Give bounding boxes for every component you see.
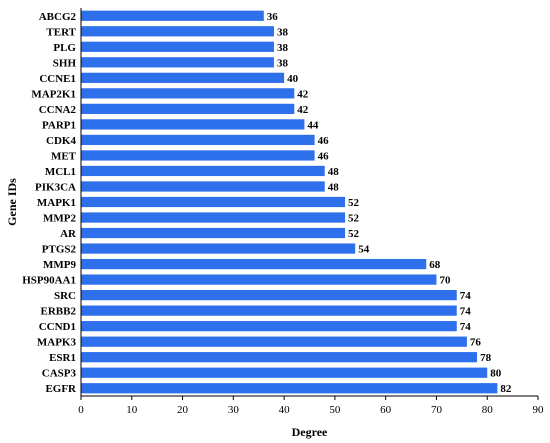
- bar-ccna2: [81, 103, 295, 115]
- value-label-mapk1: 52: [348, 197, 360, 209]
- y-axis-title: Gene IDs: [5, 178, 19, 226]
- category-label-pik3ca: PIK3CA: [35, 181, 76, 193]
- value-label-plg: 38: [277, 42, 289, 54]
- value-label-mapk3: 76: [470, 337, 482, 349]
- value-labels: 36 38 38 38 40 42 42 44 46 46 48 48 52 52 52 54 68 70 74 74…: [267, 11, 512, 395]
- value-label-abcg2: 36: [267, 11, 279, 23]
- bar-mcl1: [81, 165, 325, 177]
- category-label-mapk1: MAPK1: [37, 197, 76, 209]
- bar-mapk1: [81, 196, 346, 208]
- value-label-casp3: 80: [490, 368, 502, 380]
- bar-ptgs2: [81, 243, 356, 254]
- category-label-mcl1: MCL1: [45, 166, 76, 178]
- category-label-plg: PLG: [53, 42, 76, 54]
- bar-cdk4: [81, 134, 315, 146]
- category-label-tert: TERT: [46, 26, 76, 38]
- category-label-cdk4: CDK4: [46, 135, 76, 147]
- x-tick-label-30: 30: [228, 404, 240, 416]
- bars-group: [81, 10, 498, 394]
- category-label-casp3: CASP3: [42, 368, 77, 380]
- category-label-ccne1: CCNE1: [39, 73, 76, 85]
- category-label-mapk3: MAPK3: [37, 337, 77, 349]
- bar-mmp9: [81, 258, 427, 270]
- category-label-abcg2: ABCG2: [39, 11, 77, 23]
- x-tick-label-20: 20: [177, 404, 189, 416]
- x-tick-label-90: 90: [533, 404, 545, 416]
- x-axis-title: Degree: [292, 425, 328, 439]
- x-tick-label-50: 50: [329, 404, 341, 416]
- value-label-parp1: 44: [307, 119, 319, 131]
- bar-shh: [81, 57, 274, 68]
- category-label-ar: AR: [60, 228, 77, 240]
- x-tick-label-40: 40: [279, 404, 291, 416]
- value-label-ccnd1: 74: [460, 321, 472, 333]
- bar-ar: [81, 227, 346, 239]
- bar-parp1: [81, 119, 305, 130]
- category-label-ptgs2: PTGS2: [42, 244, 77, 256]
- value-label-egfr: 82: [500, 383, 512, 395]
- bar-pik3ca: [81, 181, 325, 192]
- bar-esr1: [81, 352, 478, 363]
- category-label-src: SRC: [54, 290, 76, 302]
- value-label-mmp2: 52: [348, 213, 360, 225]
- bar-hsp90aa1: [81, 274, 437, 285]
- bar-mapk3: [81, 336, 467, 347]
- value-label-ptgs2: 54: [358, 244, 370, 256]
- value-label-shh: 38: [277, 57, 289, 69]
- category-label-esr1: ESR1: [49, 352, 76, 364]
- category-labels: ABCG2 TERT PLG SHH CCNE1 MAP2K1 CCNA2 PARP1 CDK4…: [22, 11, 77, 395]
- category-label-parp1: PARP1: [42, 119, 76, 131]
- value-label-hsp90aa1: 70: [439, 275, 451, 287]
- bar-tert: [81, 26, 274, 37]
- bar-map2k1: [81, 88, 295, 99]
- value-label-mmp9: 68: [429, 259, 441, 271]
- bar-erbb2: [81, 305, 457, 316]
- bar-plg: [81, 41, 274, 52]
- value-label-cdk4: 46: [318, 135, 330, 147]
- value-label-met: 46: [318, 150, 330, 162]
- value-label-esr1: 78: [480, 352, 492, 364]
- category-label-shh: SHH: [53, 57, 77, 69]
- category-label-map2k1: MAP2K1: [31, 88, 76, 100]
- value-label-pik3ca: 48: [328, 181, 340, 193]
- bar-met: [81, 150, 315, 161]
- bar-casp3: [81, 367, 488, 378]
- category-label-met: MET: [51, 150, 77, 162]
- value-label-src: 74: [460, 290, 472, 302]
- bar-ccne1: [81, 72, 285, 83]
- value-label-ar: 52: [348, 228, 360, 240]
- value-label-tert: 38: [277, 26, 289, 38]
- x-axis-ticks: 0 10 20 30 40 50 60 70 80 90: [78, 396, 544, 416]
- category-label-ccnd1: CCND1: [39, 321, 76, 333]
- x-tick-label-70: 70: [431, 404, 443, 416]
- category-label-ccna2: CCNA2: [39, 104, 77, 116]
- category-label-erbb2: ERBB2: [41, 306, 77, 318]
- x-tick-label-80: 80: [482, 404, 494, 416]
- bar-egfr: [81, 383, 498, 394]
- category-label-mmp9: MMP9: [43, 259, 76, 271]
- bar-ccnd1: [81, 321, 457, 332]
- category-label-hsp90aa1: HSP90AA1: [22, 275, 76, 287]
- bar-abcg2: [81, 10, 264, 21]
- value-label-map2k1: 42: [297, 88, 309, 100]
- category-label-mmp2: MMP2: [43, 213, 76, 225]
- bar-mmp2: [81, 212, 346, 223]
- category-label-egfr: EGFR: [45, 383, 77, 395]
- value-label-ccna2: 42: [297, 104, 309, 116]
- value-label-ccne1: 40: [287, 73, 299, 85]
- bar-src: [81, 289, 457, 301]
- x-tick-label-60: 60: [380, 404, 392, 416]
- x-tick-label-10: 10: [126, 404, 138, 416]
- x-tick-label-0: 0: [78, 404, 84, 416]
- value-label-mcl1: 48: [328, 166, 340, 178]
- value-label-erbb2: 74: [460, 306, 472, 318]
